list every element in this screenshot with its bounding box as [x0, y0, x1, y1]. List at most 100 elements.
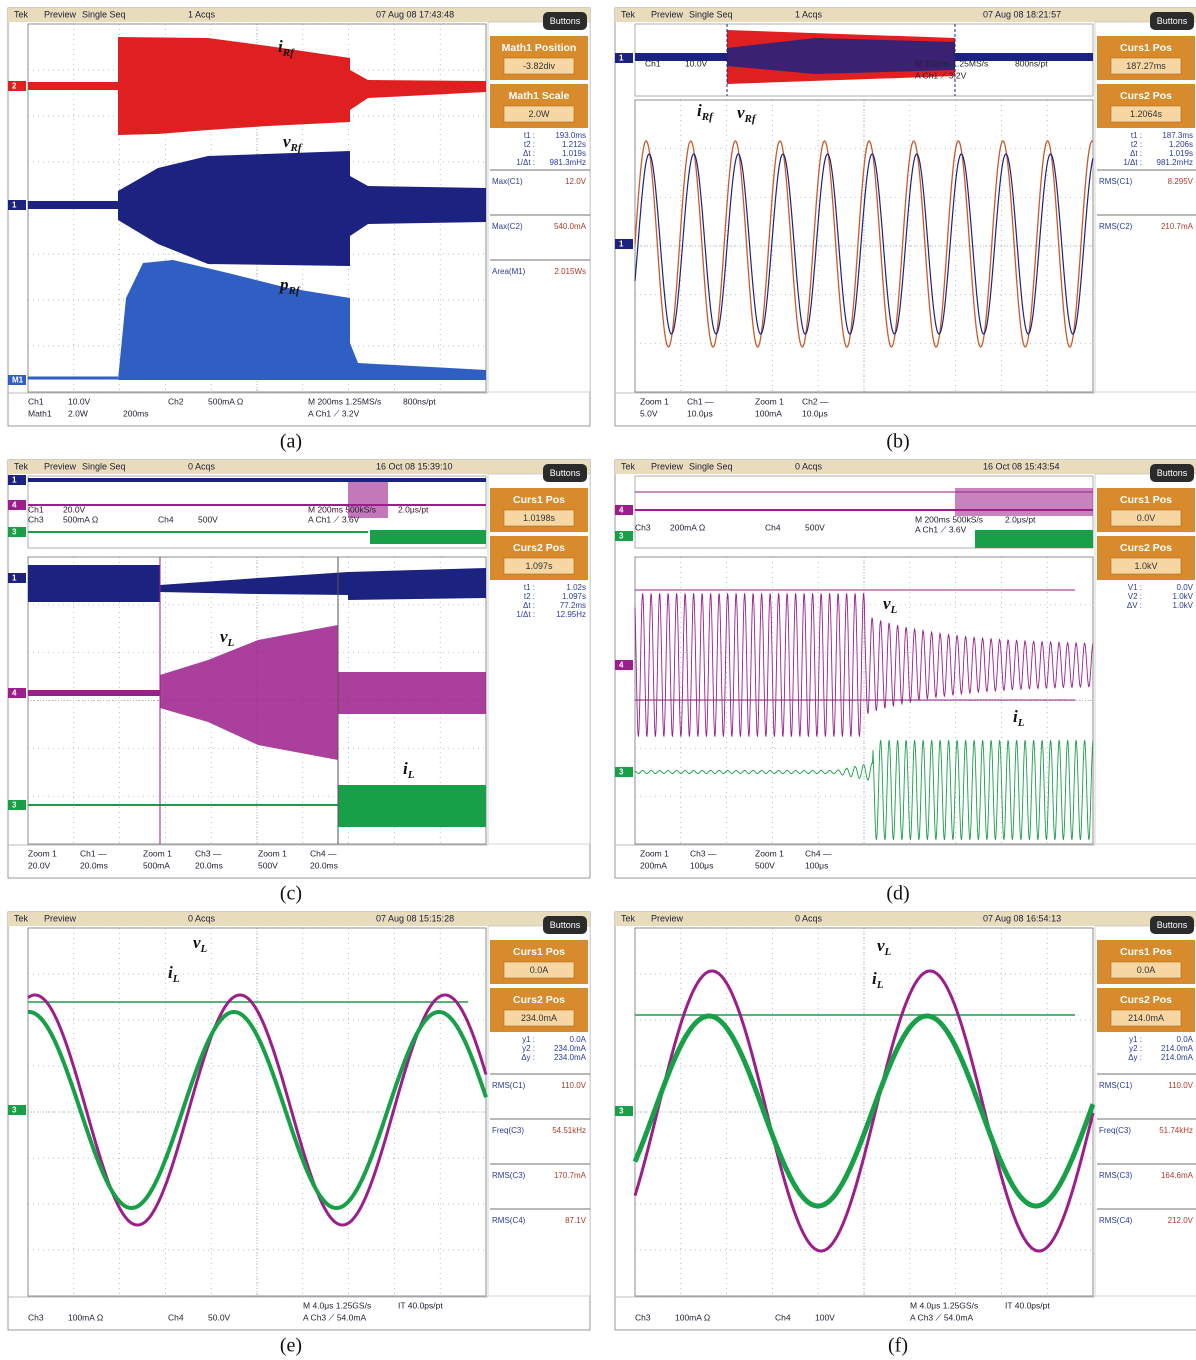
annotation-subscript: L: [876, 979, 884, 991]
trace-ch4: [338, 672, 486, 714]
status-text: Single Seq: [82, 9, 126, 19]
status-text: 07 Aug 08 17:43:48: [376, 9, 454, 19]
measurement-value: 170.7mA: [554, 1171, 587, 1180]
annotation-subscript: Rf: [290, 142, 303, 154]
overview-text: Ch4: [765, 522, 781, 532]
measurement-value: 54.51kHz: [552, 1126, 586, 1135]
readout-value: 1.212s: [562, 140, 586, 149]
readout-value: 0.0V: [1177, 583, 1194, 592]
channel-marker-label: 3: [12, 801, 17, 810]
footer-text: 100mA Ω: [675, 1312, 710, 1322]
overview-text: 20.0V: [63, 504, 86, 514]
channel-marker-label: 1: [12, 574, 17, 583]
measurement-name: RMS(C3): [492, 1171, 526, 1180]
menu-title: Curs2 Pos: [1120, 994, 1172, 1006]
menu-title: Curs2 Pos: [1120, 542, 1172, 554]
channel-marker-label: 2: [12, 82, 17, 91]
channel-marker: [8, 573, 26, 583]
footer-text: Ch1 —: [687, 396, 714, 406]
menu-value: -3.82div: [523, 61, 556, 71]
status-text: 16 Oct 08 15:39:10: [376, 461, 453, 471]
menu-value: 1.0kV: [1134, 561, 1157, 571]
channel-marker-label: 3: [619, 1107, 624, 1116]
status-text: Tek: [14, 9, 29, 19]
footer-text: Ch4: [168, 1312, 184, 1322]
readout-value: 981.2mHz: [1157, 158, 1193, 167]
overview-text: Ch1: [28, 504, 44, 514]
readout-value: 214.0mA: [1161, 1053, 1194, 1062]
footer-text: 10.0V: [68, 396, 91, 406]
footer-text: 500V: [755, 860, 775, 870]
status-text: Tek: [621, 913, 636, 923]
footer-text: Ch4 —: [805, 848, 832, 858]
readout-name: 1/Δt :: [1123, 158, 1142, 167]
readout-value: 0.0A: [570, 1035, 587, 1044]
status-text: 07 Aug 08 15:15:28: [376, 913, 454, 923]
menu-value: 0.0A: [1137, 965, 1156, 975]
readout-name: V1 :: [1128, 583, 1142, 592]
footer-text: 200mA: [640, 860, 667, 870]
readout-name: t2 :: [524, 140, 535, 149]
buttons-label: Buttons: [1157, 468, 1188, 478]
panel-label: (b): [886, 431, 909, 453]
page: {"panels": [ {"label": "(a)", "status": …: [0, 0, 1196, 1360]
measurement-name: Area(M1): [492, 267, 526, 276]
readout-value: 0.0A: [1177, 1035, 1194, 1044]
channel-marker: [615, 53, 633, 63]
menu-value: 0.0V: [1137, 513, 1156, 523]
readout-name: Δt :: [523, 601, 535, 610]
readout-name: t1 :: [1131, 131, 1142, 140]
footer-text: 10.0μs: [802, 408, 828, 418]
trace-ch1: [28, 565, 160, 602]
footer-text: Zoom 1: [143, 848, 172, 858]
footer-text: Zoom 1: [258, 848, 287, 858]
channel-marker: [615, 505, 633, 515]
measurement-value: 110.0V: [1168, 1081, 1193, 1090]
footer-text: Zoom 1: [755, 396, 784, 406]
footer-text: 10.0μs: [687, 408, 713, 418]
footer-text: IT 40.0ps/pt: [1005, 1300, 1050, 1310]
footer-text: Ch1 —: [80, 848, 107, 858]
status-text: Preview: [44, 913, 77, 923]
measurement-name: RMS(C1): [1099, 1081, 1133, 1090]
measurement-name: RMS(C3): [1099, 1171, 1133, 1180]
annotation-symbol: p: [278, 275, 289, 294]
status-text: Single Seq: [82, 461, 126, 471]
status-text: 0 Acqs: [188, 913, 216, 923]
status-text: 07 Aug 08 16:54:13: [983, 913, 1061, 923]
readout-name: y2 :: [522, 1044, 535, 1053]
overview-text: M 200ms 1.25MS/s: [915, 58, 988, 68]
readout-name: t1 :: [524, 583, 535, 592]
annotation-subscript: L: [890, 604, 898, 616]
status-text: Tek: [621, 9, 636, 19]
overview-text: 200mA Ω: [670, 522, 705, 532]
measurement-value: 540.0mA: [554, 222, 587, 231]
footer-text: 100mA Ω: [68, 1312, 103, 1322]
channel-marker: [8, 500, 26, 510]
annotation-subscript: L: [172, 973, 180, 985]
readout-value: 12.95Hz: [556, 610, 586, 619]
footer-text: 100mA: [755, 408, 782, 418]
overview-trace: [975, 530, 1093, 548]
channel-marker: [615, 239, 633, 249]
readout-value: 981.3mHz: [550, 158, 586, 167]
footer-text: Zoom 1: [640, 848, 669, 858]
footer-text: 100V: [815, 1312, 835, 1322]
overview-trace: [370, 530, 486, 544]
overview-text: 500V: [198, 514, 218, 524]
channel-marker: [8, 200, 26, 210]
readout-value: 1.019s: [1169, 149, 1193, 158]
menu-value: 187.27ms: [1126, 61, 1166, 71]
overview-text: 500V: [805, 522, 825, 532]
status-text: 0 Acqs: [795, 461, 823, 471]
footer-text: 200ms: [123, 408, 149, 418]
menu-value: 214.0mA: [1128, 1013, 1164, 1023]
footer-text: 500mA: [143, 860, 170, 870]
channel-marker-label: 3: [12, 1106, 17, 1115]
footer-text: 20.0ms: [80, 860, 108, 870]
readout-value: 1.097s: [562, 592, 586, 601]
annotation-subscript: Rf: [744, 113, 757, 125]
status-text: 0 Acqs: [188, 461, 216, 471]
footer-text: 100μs: [805, 860, 828, 870]
